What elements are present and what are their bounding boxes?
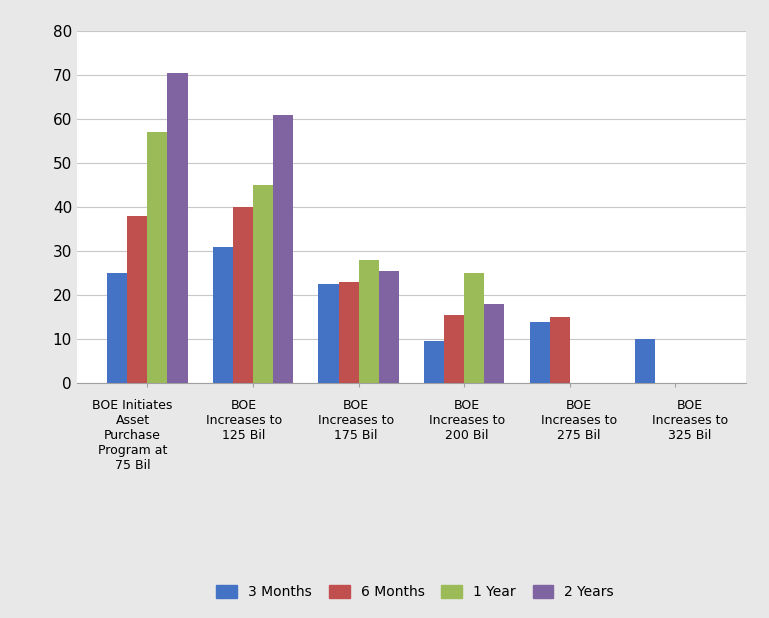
Bar	[444, 315, 464, 383]
Text: BOE
Increases to
175 Bil: BOE Increases to 175 Bil	[318, 399, 394, 442]
Bar	[530, 321, 550, 383]
Bar	[253, 185, 273, 383]
Bar	[424, 341, 444, 383]
Text: BOE Initiates
Asset
Purchase
Program at
75 Bil: BOE Initiates Asset Purchase Program at …	[92, 399, 173, 472]
Bar	[233, 207, 253, 383]
Text: BOE
Increases to
275 Bil: BOE Increases to 275 Bil	[541, 399, 617, 442]
Bar	[148, 132, 168, 383]
Bar	[273, 114, 293, 383]
Text: BOE
Increases to
325 Bil: BOE Increases to 325 Bil	[652, 399, 728, 442]
Bar	[128, 216, 148, 383]
Bar	[318, 284, 338, 383]
Bar	[550, 317, 570, 383]
Bar	[358, 260, 378, 383]
Bar	[378, 271, 399, 383]
Text: BOE
Increases to
125 Bil: BOE Increases to 125 Bil	[206, 399, 282, 442]
Bar	[464, 273, 484, 383]
Bar	[635, 339, 655, 383]
Legend: 3 Months, 6 Months, 1 Year, 2 Years: 3 Months, 6 Months, 1 Year, 2 Years	[211, 580, 620, 605]
Bar	[168, 73, 188, 383]
Text: BOE
Increases to
200 Bil: BOE Increases to 200 Bil	[429, 399, 505, 442]
Bar	[108, 273, 128, 383]
Bar	[338, 282, 358, 383]
Bar	[213, 247, 233, 383]
Bar	[484, 304, 504, 383]
